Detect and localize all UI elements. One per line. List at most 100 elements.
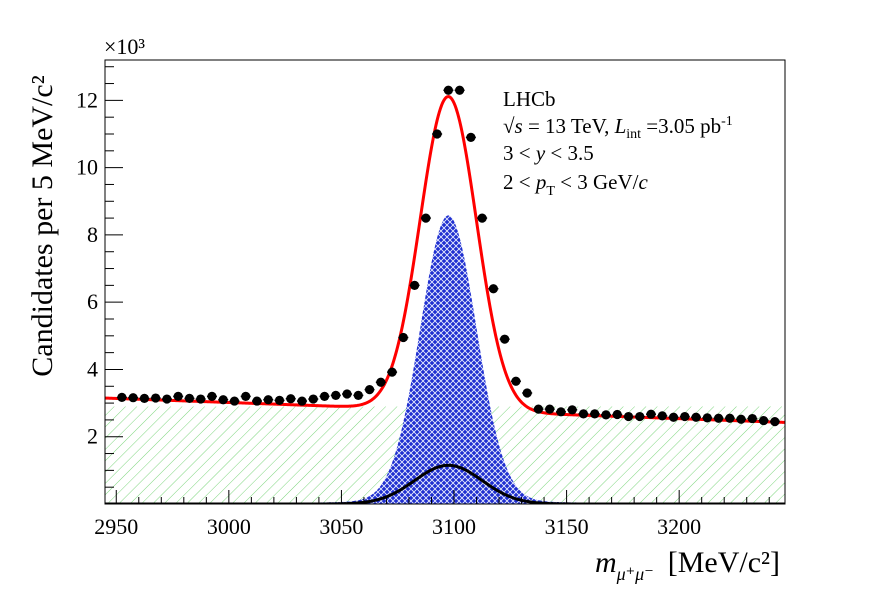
data-point (713, 413, 724, 423)
data-point (117, 392, 127, 402)
data-point (241, 391, 251, 401)
data-point (162, 394, 172, 404)
x-axis-title-subscript: μ⁺μ⁻ (616, 564, 654, 584)
data-point (342, 389, 352, 399)
data-point (455, 85, 465, 95)
rapidity-post: < 3.5 (545, 141, 594, 165)
data-point (680, 411, 690, 422)
energy-lumi-label: √s = 13 TeV, Lint =3.05 pb-1 (503, 114, 733, 142)
data-point (353, 390, 363, 400)
data-point (331, 390, 341, 400)
x-axis-tick-labels: 2950 3000 3050 3100 3150 3200 (94, 514, 701, 539)
data-point (556, 407, 566, 417)
lumi-subscript: int (626, 127, 641, 142)
data-point (747, 413, 757, 424)
data-point (218, 395, 228, 405)
data-point (196, 394, 206, 404)
x-tick-label: 3100 (432, 514, 476, 539)
data-point (398, 332, 408, 343)
y-tick-label: 12 (76, 87, 98, 112)
y-axis-tick-labels: 2 4 6 8 10 12 (76, 87, 98, 448)
x-axis-title: mμ⁺μ⁻ [MeV/c²] (595, 546, 780, 584)
data-point (432, 129, 442, 139)
data-point (522, 388, 532, 398)
y-axis-ticks (105, 66, 123, 488)
lumi-superscript: -1 (721, 114, 733, 129)
rapidity-label: 3 < y < 3.5 (503, 141, 594, 165)
y-axis-title: Candidates per 5 MeV/c² (26, 75, 59, 376)
data-point (691, 412, 701, 422)
x-tick-label: 2950 (94, 514, 138, 539)
data-point (128, 393, 138, 403)
data-point (668, 412, 679, 422)
lumi-value: =3.05 pb (641, 114, 721, 138)
data-point (229, 396, 240, 406)
data-point (252, 396, 262, 406)
y-multiplier: ×10³ (104, 34, 145, 59)
data-point (567, 405, 577, 415)
data-point (376, 377, 386, 387)
data-point (590, 409, 600, 419)
sqrt-sign: √ (503, 114, 515, 138)
data-point (286, 394, 296, 404)
data-point (421, 213, 431, 223)
data-point (297, 396, 307, 406)
data-point (410, 280, 420, 290)
x-tick-label: 3150 (545, 514, 589, 539)
data-point (151, 393, 161, 403)
x-axis-title-var: m (595, 546, 617, 579)
data-point (319, 391, 330, 401)
plot-area (104, 59, 786, 505)
data-point (308, 394, 318, 404)
y-tick-label: 6 (87, 289, 98, 314)
x-axis-title-unit: [MeV/c²] (668, 546, 780, 579)
data-point (601, 410, 611, 420)
x-tick-label: 3000 (207, 514, 251, 539)
data-point (545, 404, 555, 414)
experiment-label: LHCb (503, 87, 556, 111)
data-point (207, 391, 217, 401)
rapidity-pre: 3 < (503, 141, 536, 165)
data-point (578, 409, 589, 419)
non-prompt-component-curve (105, 463, 785, 504)
sqrt-s: s (515, 114, 523, 138)
data-point (139, 393, 150, 403)
pt-var: p (534, 170, 547, 194)
energy-text: = 13 TeV, (523, 114, 615, 138)
pt-pre: 2 < (503, 170, 536, 194)
y-tick-label: 2 (87, 424, 98, 449)
data-points (116, 85, 780, 427)
pt-post: < 3 GeV/ (555, 170, 639, 194)
data-point (274, 395, 285, 405)
data-point (364, 385, 375, 395)
data-point (184, 393, 195, 403)
data-point (702, 413, 712, 423)
data-point (511, 376, 521, 386)
data-point (623, 411, 634, 422)
data-point (635, 411, 645, 422)
lumi-var: L (614, 114, 627, 138)
pt-unit-c: c (639, 170, 649, 194)
data-point (725, 413, 735, 423)
rapidity-var: y (534, 141, 546, 165)
data-point (488, 284, 499, 294)
data-point (387, 367, 397, 377)
data-point (736, 414, 746, 424)
data-point (646, 409, 656, 419)
x-tick-label: 3050 (319, 514, 363, 539)
signal-component (105, 215, 785, 504)
data-point (533, 404, 544, 414)
pt-subscript: T (546, 184, 555, 199)
data-point (477, 213, 487, 223)
data-point (173, 391, 183, 401)
x-axis-ticks (115, 490, 770, 504)
y-tick-label: 8 (87, 222, 98, 247)
x-tick-label: 3200 (657, 514, 701, 539)
y-tick-label: 4 (87, 356, 98, 381)
data-point (263, 395, 273, 405)
data-point (443, 85, 453, 95)
data-point (657, 411, 667, 421)
data-point (466, 132, 476, 142)
plot-frame (104, 59, 786, 505)
